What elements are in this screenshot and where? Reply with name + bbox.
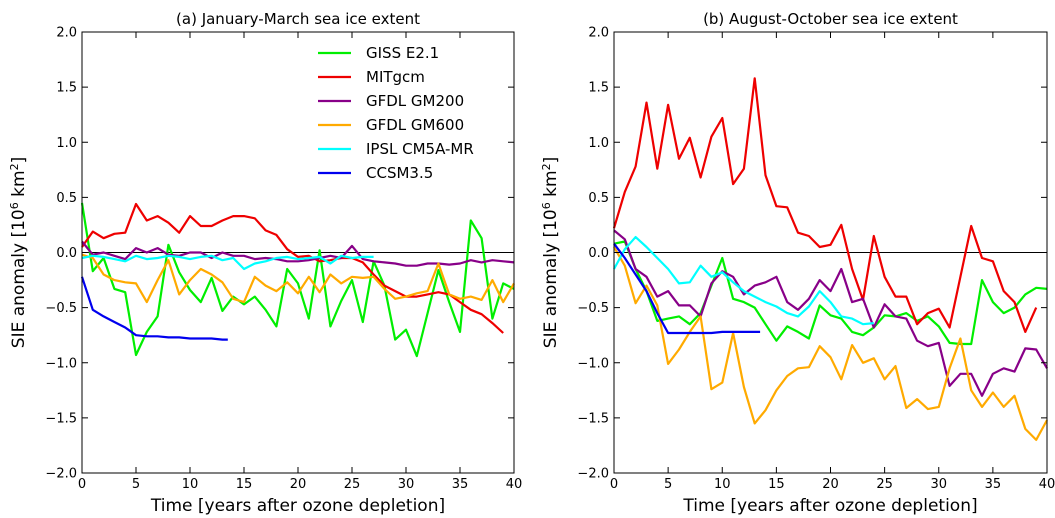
- chart-panel-1: 0 5 10 15 20 25 30 35 40 −2.0 −1.5 −1.0 −0.5 0.0 0.5 1.…: [540, 10, 1055, 516]
- series-line-giss-e2-1: [613, 240, 1048, 346]
- y-tick-label: −0.5: [577, 301, 609, 316]
- x-tick-label: 25: [876, 477, 893, 492]
- y-tick-label: −1.0: [577, 356, 609, 371]
- x-tick-label: 25: [344, 477, 361, 492]
- series-line-gfdl-gm200: [613, 229, 1048, 397]
- x-tick-label: 40: [1039, 477, 1055, 492]
- series-line-ccsm3-5: [80, 276, 228, 341]
- y-tick-label: −0.5: [45, 301, 77, 316]
- y-tick-label: 1.5: [588, 81, 609, 96]
- y-tick-label: 0.5: [588, 191, 609, 206]
- y-tick-label: 0.0: [588, 246, 609, 261]
- y-tick-label: −1.0: [45, 356, 77, 371]
- series-line-ccsm3-5: [613, 243, 761, 335]
- x-tick-label: 0: [610, 477, 618, 492]
- x-tick-label: 15: [768, 477, 785, 492]
- x-tick-label: 30: [398, 477, 415, 492]
- series-line-gfdl-gm600: [613, 246, 1048, 441]
- legend-label: GISS E2.1: [366, 44, 439, 62]
- y-tick-label: 0.0: [56, 246, 77, 261]
- legend-label: GFDL GM600: [366, 116, 464, 134]
- x-tick-label: 5: [132, 477, 140, 492]
- series-line-ipsl-cm5a-mr: [81, 254, 374, 271]
- y-tick-label: −2.0: [45, 467, 77, 482]
- x-tick-label: 40: [506, 477, 523, 492]
- y-axis-label: SIE anomaly [106 km2]: [540, 157, 562, 348]
- y-tick-label: 1.5: [56, 81, 77, 96]
- y-tick-label: 0.5: [56, 191, 77, 206]
- x-tick-label: 30: [930, 477, 947, 492]
- y-tick-label: 1.0: [56, 136, 77, 151]
- legend-label: MITgcm: [366, 68, 425, 86]
- x-tick-label: 15: [236, 477, 253, 492]
- chart-title: (a) January-March sea ice extent: [176, 10, 420, 28]
- x-tick-label: 10: [714, 477, 731, 492]
- series-line-mitgcm: [81, 202, 504, 334]
- legend-label: GFDL GM200: [366, 92, 464, 110]
- x-tick-label: 20: [290, 477, 307, 492]
- x-tick-label: 35: [452, 477, 469, 492]
- x-tick-label: 5: [664, 477, 672, 492]
- x-tick-label: 20: [822, 477, 839, 492]
- series-line-giss-e2-1: [80, 202, 515, 358]
- x-tick-label: 0: [78, 477, 86, 492]
- x-tick-label: 35: [985, 477, 1002, 492]
- series-line-gfdl-gm600: [81, 253, 515, 304]
- x-axis-label: Time [years after ozone depletion]: [682, 496, 977, 516]
- y-axis-label: SIE anomaly [106 km2]: [8, 157, 30, 348]
- y-tick-label: 1.0: [588, 136, 609, 151]
- x-axis-label: Time [years after ozone depletion]: [150, 496, 445, 516]
- legend-label: IPSL CM5A-MR: [366, 140, 474, 158]
- y-tick-label: −2.0: [577, 467, 609, 482]
- series-line-ipsl-cm5a-mr: [613, 236, 874, 326]
- x-tick-label: 10: [182, 477, 199, 492]
- series-line-gfdl-gm200: [81, 240, 515, 267]
- series-line-mitgcm: [612, 77, 1038, 333]
- legend: GISS E2.1 MITgcm GFDL GM200 GFDL GM600 IPSL …: [318, 44, 474, 182]
- y-tick-label: 2.0: [56, 26, 77, 41]
- y-tick-label: −1.5: [577, 411, 609, 426]
- y-tick-label: 2.0: [588, 26, 609, 41]
- legend-label: CCSM3.5: [366, 164, 433, 182]
- chart-title: (b) August-October sea ice extent: [703, 10, 958, 28]
- chart-panel-0: 0 5 10 15 20 25 30 35 40 −2.0 −1.5 −1.0 −0.5 0.0 0.5 1.…: [8, 10, 523, 516]
- y-tick-label: −1.5: [45, 411, 77, 426]
